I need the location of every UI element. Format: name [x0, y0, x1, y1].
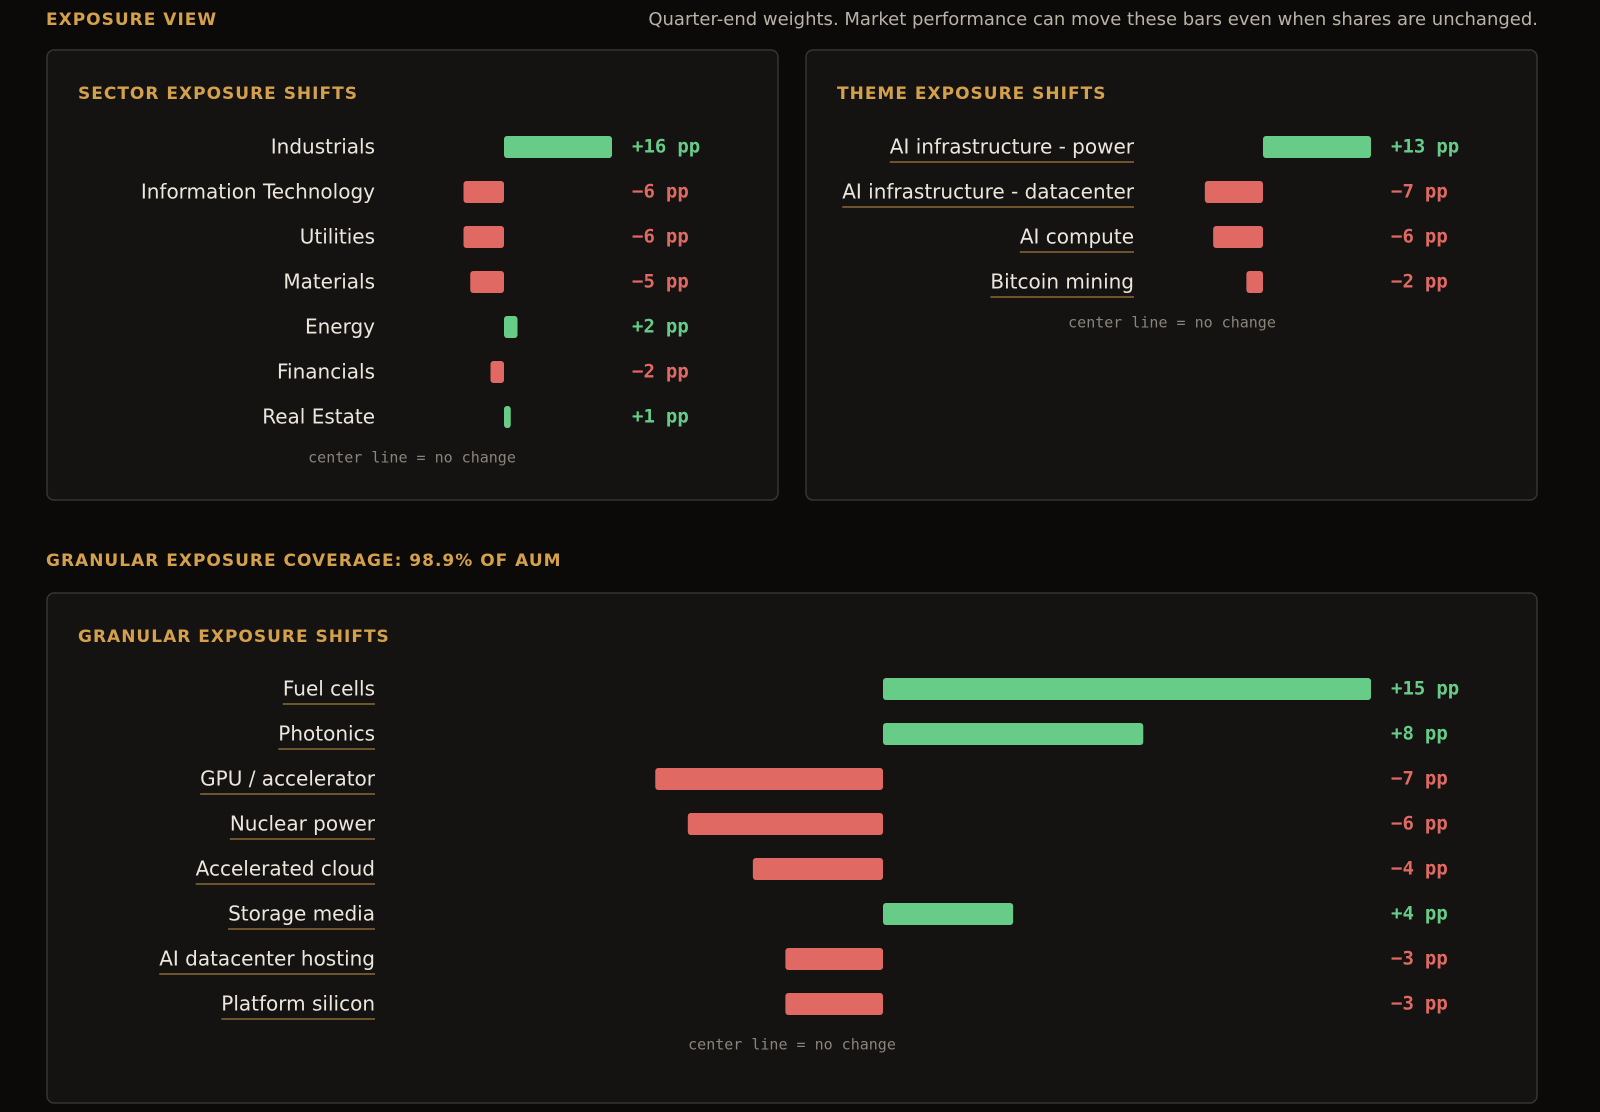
value-label: +1	[632, 406, 655, 428]
value-label: +8	[1391, 723, 1414, 745]
bar	[655, 768, 883, 790]
unit-label: pp	[677, 136, 700, 158]
value-label: −7	[1391, 768, 1414, 790]
bar	[463, 181, 504, 203]
bar	[883, 903, 1014, 925]
unit-label: pp	[1436, 678, 1459, 700]
bar	[463, 226, 504, 248]
value-label: −3	[1391, 993, 1414, 1015]
category-label[interactable]: AI compute	[1020, 225, 1134, 249]
category-label: Information Technology	[141, 180, 375, 204]
bar	[785, 993, 883, 1015]
category-label: Real Estate	[262, 405, 375, 429]
category-label[interactable]: Platform silicon	[221, 992, 375, 1016]
unit-label: pp	[1425, 723, 1448, 745]
value-label: −6	[1391, 226, 1414, 248]
value-label: −5	[632, 271, 655, 293]
category-label: Utilities	[300, 225, 375, 249]
bar	[1204, 181, 1263, 203]
unit-label: pp	[1425, 271, 1448, 293]
panel	[46, 592, 1538, 1104]
panel	[46, 49, 779, 501]
chart-title: SECTOR EXPOSURE SHIFTS	[78, 84, 358, 104]
unit-label: pp	[1425, 948, 1448, 970]
unit-label: pp	[1436, 136, 1459, 158]
unit-label: pp	[666, 406, 689, 428]
category-label[interactable]: AI infrastructure - datacenter	[842, 180, 1135, 204]
value-label: −2	[632, 361, 655, 383]
category-label[interactable]: AI infrastructure - power	[890, 135, 1135, 159]
chart-note: center line = no change	[1068, 314, 1276, 332]
value-label: +16	[632, 136, 666, 158]
value-label: −4	[1391, 858, 1414, 880]
category-label[interactable]: Fuel cells	[283, 677, 375, 701]
chart-note: center line = no change	[308, 449, 516, 467]
unit-label: pp	[1425, 181, 1448, 203]
value-label: +15	[1391, 678, 1425, 700]
value-label: +4	[1391, 903, 1414, 925]
unit-label: pp	[1425, 903, 1448, 925]
chart-title: GRANULAR EXPOSURE SHIFTS	[78, 627, 390, 647]
section-title: GRANULAR EXPOSURE COVERAGE: 98.9% OF AUM	[46, 551, 562, 571]
bar	[883, 723, 1144, 745]
category-label[interactable]: AI datacenter hosting	[159, 947, 375, 971]
bar	[1213, 226, 1263, 248]
bar	[504, 406, 511, 428]
category-label: Industrials	[271, 135, 375, 159]
value-label: +2	[632, 316, 655, 338]
unit-label: pp	[666, 226, 689, 248]
unit-label: pp	[1425, 813, 1448, 835]
bar	[1246, 271, 1263, 293]
value-label: −2	[1391, 271, 1414, 293]
category-label: Energy	[305, 315, 375, 339]
bar	[785, 948, 883, 970]
bar	[490, 361, 504, 383]
bar	[752, 858, 883, 880]
chart-title: THEME EXPOSURE SHIFTS	[837, 84, 1106, 104]
unit-label: pp	[1425, 993, 1448, 1015]
bar	[1263, 136, 1371, 158]
unit-label: pp	[666, 181, 689, 203]
value-label: −7	[1391, 181, 1414, 203]
chart-note: center line = no change	[688, 1036, 896, 1054]
unit-label: pp	[1425, 858, 1448, 880]
unit-label: pp	[666, 316, 689, 338]
value-label: −6	[632, 181, 655, 203]
category-label[interactable]: Nuclear power	[230, 812, 376, 836]
page-subtitle: Quarter-end weights. Market performance …	[648, 9, 1538, 30]
category-label[interactable]: Bitcoin mining	[990, 270, 1134, 294]
page-title: EXPOSURE VIEW	[46, 10, 217, 30]
unit-label: pp	[1425, 226, 1448, 248]
bar	[883, 678, 1371, 700]
value-label: +13	[1391, 136, 1425, 158]
category-label[interactable]: GPU / accelerator	[200, 767, 376, 791]
bar	[687, 813, 883, 835]
bar	[504, 136, 612, 158]
unit-label: pp	[666, 271, 689, 293]
bar	[470, 271, 504, 293]
value-label: −6	[1391, 813, 1414, 835]
value-label: −6	[632, 226, 655, 248]
bar	[504, 316, 518, 338]
category-label[interactable]: Accelerated cloud	[196, 857, 375, 881]
unit-label: pp	[1425, 768, 1448, 790]
category-label[interactable]: Storage media	[228, 902, 375, 926]
category-label: Materials	[283, 270, 375, 294]
category-label[interactable]: Photonics	[278, 722, 375, 746]
value-label: −3	[1391, 948, 1414, 970]
unit-label: pp	[666, 361, 689, 383]
category-label: Financials	[277, 360, 375, 384]
